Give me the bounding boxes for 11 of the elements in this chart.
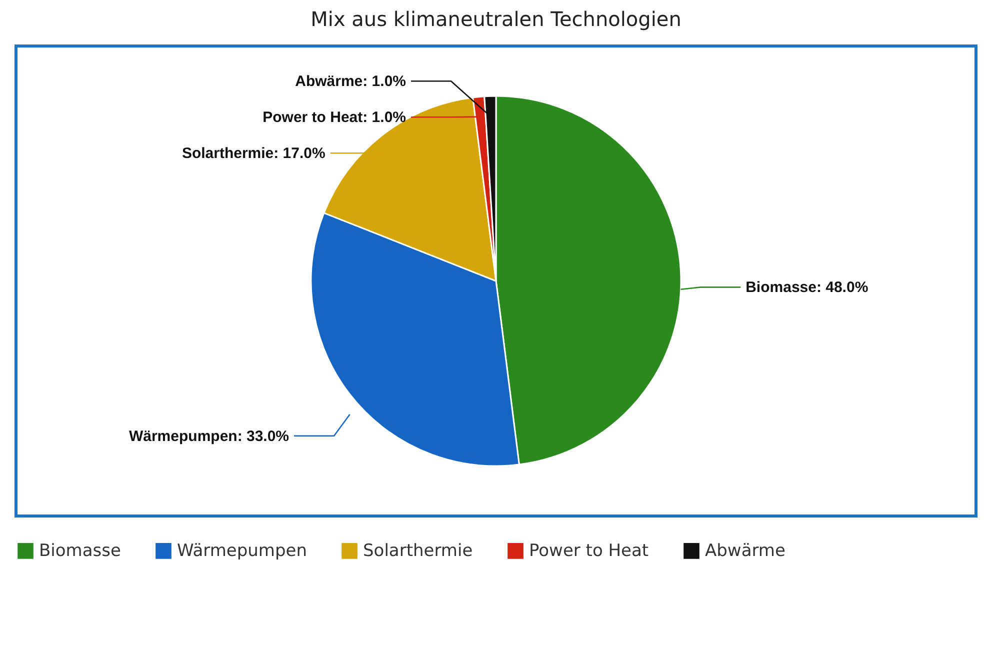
data-label: Power to Heat: 1.0% — [262, 109, 406, 126]
data-label: Solarthermie: 17.0% — [182, 145, 326, 162]
data-label: Wärmepumpen: 33.0% — [128, 428, 290, 445]
chart-title: Mix aus klimaneutralen Technologien — [310, 7, 682, 31]
data-label: Abwärme: 1.0% — [295, 73, 406, 90]
legend-label: Wärmepumpen — [177, 540, 307, 561]
legend-label: Solarthermie — [363, 540, 473, 561]
data-label: Biomasse: 48.0% — [746, 279, 868, 296]
legend-label: Abwärme — [705, 540, 786, 561]
legend-label: Biomasse — [39, 540, 121, 561]
legend-label: Power to Heat — [529, 540, 649, 561]
